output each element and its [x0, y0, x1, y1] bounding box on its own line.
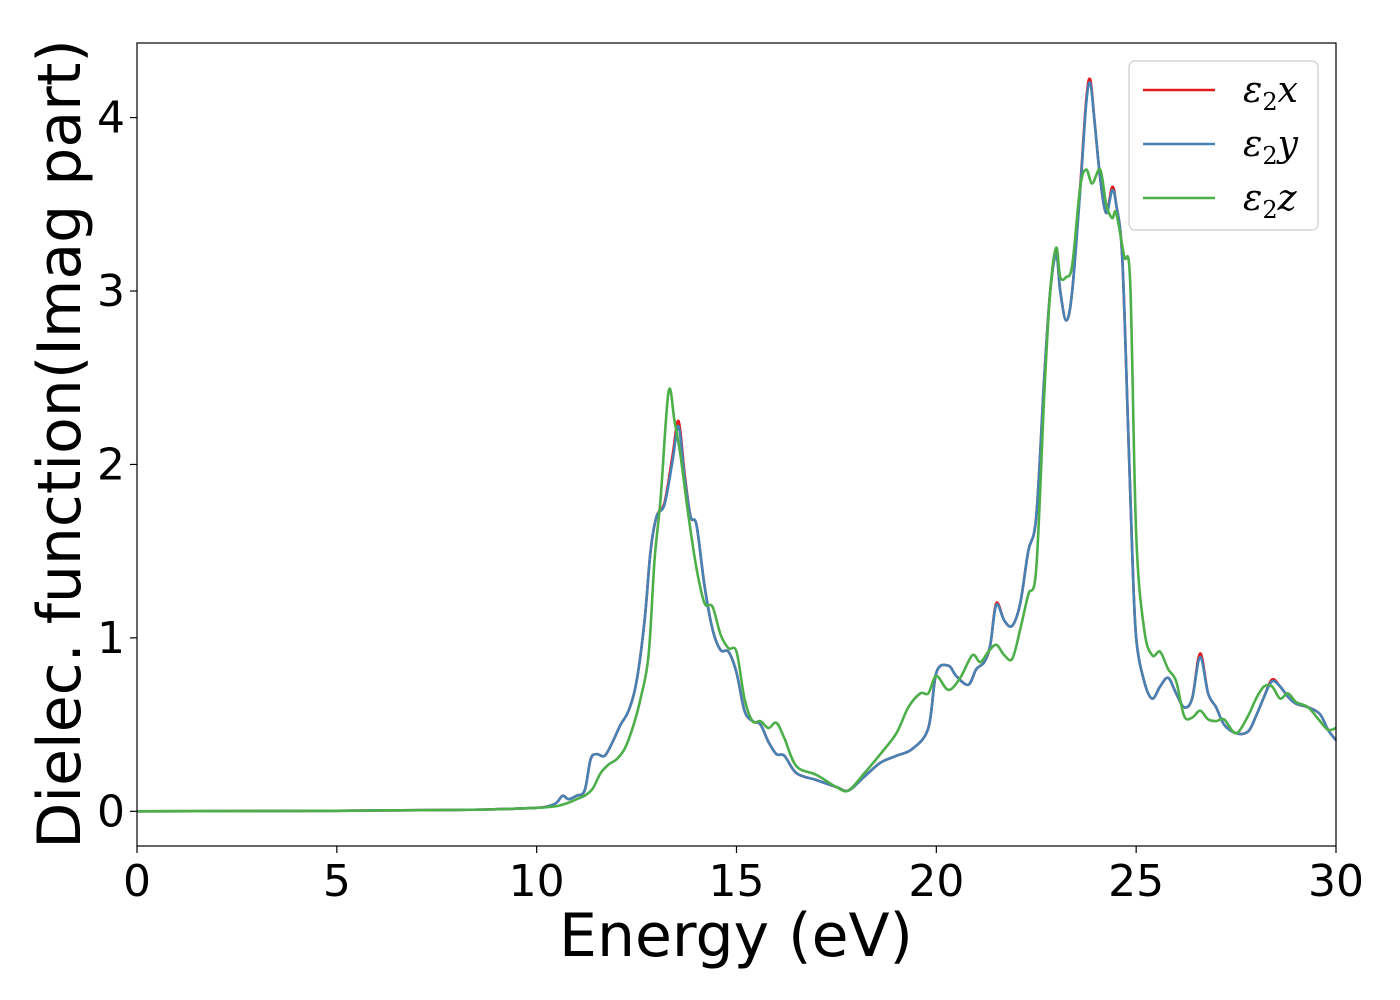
plot-lines: [136, 77, 1338, 813]
legend-label-z: ε2z: [1243, 178, 1298, 224]
x-axis-ticks: 0 5 10 15 20 25 30: [123, 846, 1364, 907]
x-tick-label: 20: [908, 856, 964, 907]
x-tick-label: 30: [1308, 856, 1364, 907]
legend: ε2x ε2y ε2z: [1128, 60, 1319, 231]
y-axis-ticks: 0 1 2 3 4: [97, 93, 137, 837]
legend-label-y: ε2y: [1243, 124, 1299, 170]
x-tick-label: 15: [709, 856, 765, 907]
y-tick-label: 4: [97, 93, 125, 144]
x-axis-label: Energy (eV): [559, 901, 913, 971]
y-tick-label: 3: [97, 266, 125, 317]
series-line-z: [136, 167, 1337, 813]
y-tick-label: 0: [97, 786, 125, 837]
y-axis-label: Dielec. function(Imag part): [25, 39, 95, 849]
x-tick-label: 0: [123, 856, 151, 907]
legend-entry-y: ε2y: [1143, 124, 1299, 170]
legend-entry-z: ε2z: [1143, 178, 1298, 224]
y-tick-label: 2: [97, 439, 125, 490]
legend-label-x: ε2x: [1243, 70, 1298, 116]
x-tick-label: 25: [1108, 856, 1164, 907]
x-tick-label: 10: [509, 856, 565, 907]
x-tick-label: 5: [323, 856, 351, 907]
legend-entry-x: ε2x: [1143, 70, 1298, 116]
legend-box: [1128, 60, 1319, 231]
y-tick-label: 1: [97, 613, 125, 664]
